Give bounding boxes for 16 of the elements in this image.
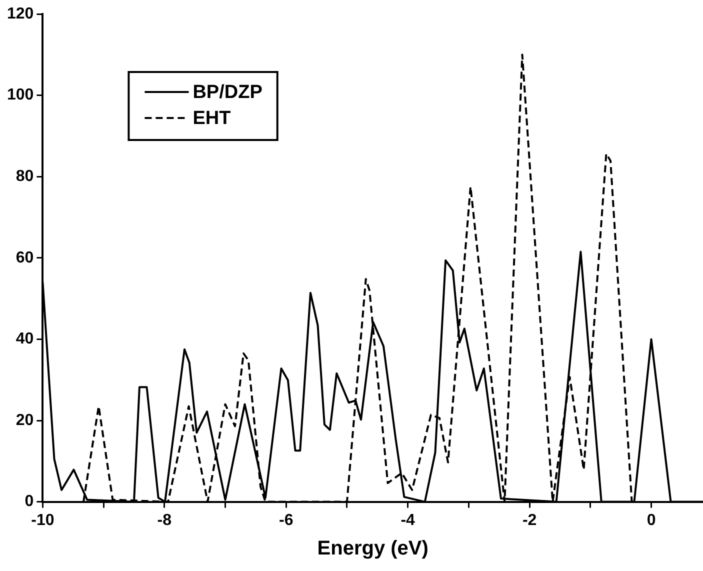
y-tick-label: 100 [6,86,34,104]
y-tick-label: 80 [16,168,34,186]
legend-label: EHT [192,108,232,130]
y-tick-label: 60 [16,249,34,266]
y-tick-label: 40 [16,330,34,348]
y-tick-label: 120 [6,5,34,22]
x-tick-label: 0 [646,512,656,529]
y-tick-label: 20 [16,412,34,429]
x-tick-label: -4 [400,512,416,529]
legend-label: BP/DZP [192,82,263,104]
x-axis-title: Energy (eV) [317,538,428,560]
x-tick-label: -10 [31,512,54,529]
x-tick-label: -8 [157,512,172,529]
x-tick-label: -2 [522,512,537,529]
x-tick-label: -6 [279,512,294,529]
y-tick-label: 0 [24,493,34,510]
